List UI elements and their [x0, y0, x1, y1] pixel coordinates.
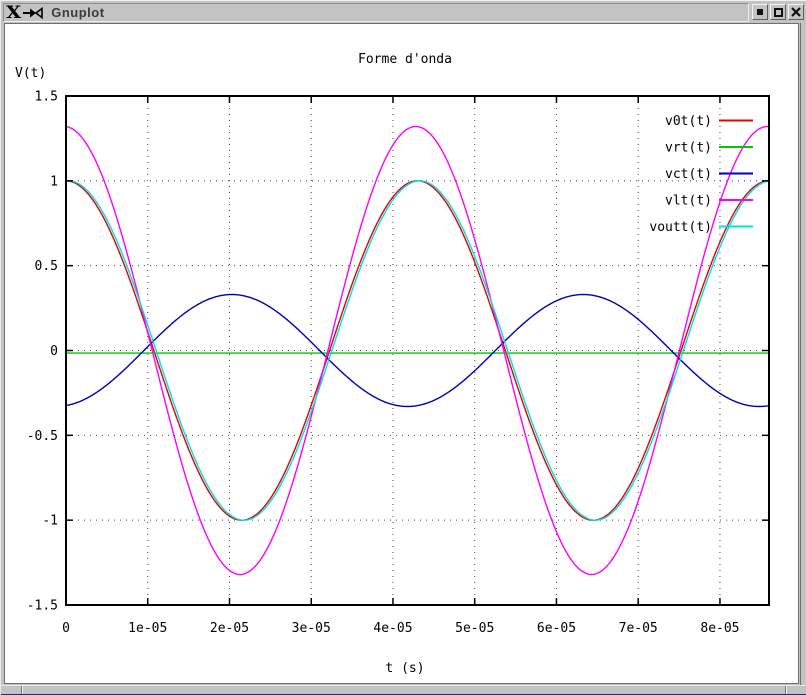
maximize-icon — [773, 7, 783, 17]
close-button[interactable] — [788, 4, 804, 20]
window-right-border[interactable] — [800, 23, 801, 685]
window-resize-bar[interactable] — [1, 685, 806, 695]
titlebar-label-area[interactable]: X Gnuplot — [3, 3, 749, 22]
sticky-pin-icon[interactable] — [23, 6, 44, 19]
resize-handle-right[interactable] — [785, 686, 787, 695]
window-title: Gnuplot — [51, 5, 105, 20]
close-icon — [791, 7, 801, 17]
window-controls — [750, 4, 804, 20]
titlebar[interactable]: X Gnuplot — [1, 1, 806, 23]
iconify-button[interactable] — [752, 4, 768, 20]
plot-canvas — [4, 23, 799, 684]
maximize-button[interactable] — [770, 4, 786, 20]
x11-logo-icon: X — [6, 2, 22, 23]
iconify-icon — [757, 9, 763, 15]
resize-handle-left[interactable] — [21, 686, 23, 695]
